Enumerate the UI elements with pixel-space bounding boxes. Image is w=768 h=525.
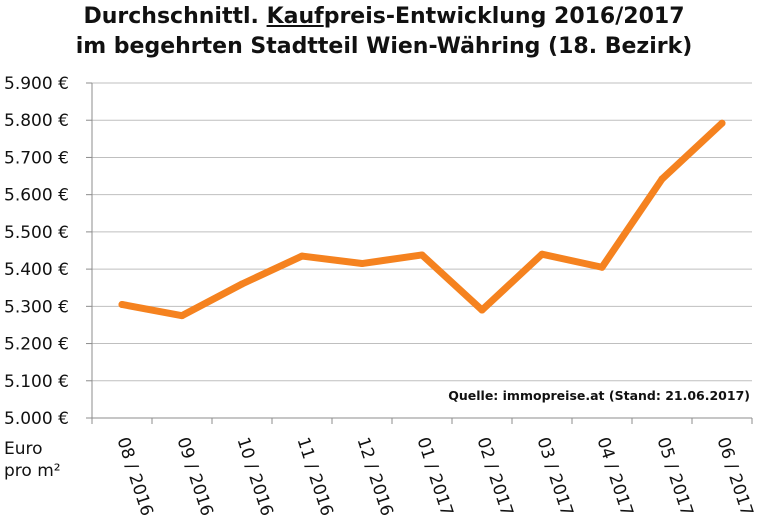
data-point-6	[478, 306, 486, 314]
series-line	[118, 119, 726, 320]
x-tick-label-3: 11 / 2016	[292, 435, 336, 519]
x-tick-label-5: 01 / 2017	[412, 435, 456, 519]
y-tick-label-4: 5.400 €	[4, 260, 69, 280]
x-tick-label-0: 08 / 2016	[112, 435, 156, 519]
x-tick-label-9: 05 / 2017	[652, 435, 696, 519]
source-annotation: Quelle: immopreise.at (Stand: 21.06.2017…	[448, 388, 750, 403]
title-underlined-word: Kauf	[266, 4, 324, 29]
data-point-8	[598, 263, 606, 271]
y-tick-label-5: 5.500 €	[4, 223, 69, 243]
data-point-9	[658, 175, 666, 183]
chart-title-line-1: Durchschnittl. Kaufpreis-Entwicklung 201…	[0, 4, 768, 29]
y-tick-labels: 5.000 € 5.100 € 5.200 € 5.300 € 5.400 € 5.500…	[4, 74, 69, 429]
x-tick-label-6: 02 / 2017	[472, 435, 516, 519]
y-axis-label-line-2: pro m²	[4, 461, 61, 481]
chart-title-line-2: im begehrten Stadtteil Wien-Währing (18.…	[75, 34, 693, 59]
x-tick-label-1: 09 / 2016	[172, 435, 216, 519]
title-prefix: Durchschnittl.	[83, 4, 267, 29]
y-tick-label-1: 5.100 €	[4, 372, 69, 392]
data-point-10	[718, 119, 726, 127]
data-point-5	[418, 251, 426, 259]
y-tick-label-7: 5.700 €	[4, 148, 69, 168]
data-point-1	[178, 312, 186, 320]
data-point-4	[358, 260, 366, 268]
x-tick-label-2: 10 / 2016	[232, 435, 276, 519]
y-axis-label-line-1: Euro	[4, 439, 43, 459]
title-suffix: preis-Entwicklung 2016/2017	[323, 4, 685, 29]
y-tick-label-0: 5.000 €	[4, 409, 69, 429]
data-point-2	[238, 280, 246, 288]
y-tick-label-9: 5.900 €	[4, 74, 69, 94]
grid-lines	[92, 82, 752, 382]
data-point-0	[118, 300, 126, 308]
y-axis-label: Euro pro m²	[4, 438, 61, 482]
series-line-group	[118, 119, 726, 320]
x-tick-label-7: 03 / 2017	[532, 435, 576, 519]
axes	[86, 82, 753, 424]
data-point-7	[538, 250, 546, 258]
x-tick-label-10: 06 / 2017	[712, 435, 756, 519]
y-tick-label-8: 5.800 €	[4, 111, 69, 131]
y-tick-label-2: 5.200 €	[4, 335, 69, 355]
x-tick-label-8: 04 / 2017	[592, 435, 636, 519]
x-tick-label-4: 12 / 2016	[352, 435, 396, 519]
y-tick-label-6: 5.600 €	[4, 186, 69, 206]
x-tick-labels: 08 / 2016 09 / 2016 10 / 2016 11 / 2016 12 /…	[112, 435, 756, 519]
y-tick-label-3: 5.300 €	[4, 297, 69, 317]
data-point-3	[298, 252, 306, 260]
